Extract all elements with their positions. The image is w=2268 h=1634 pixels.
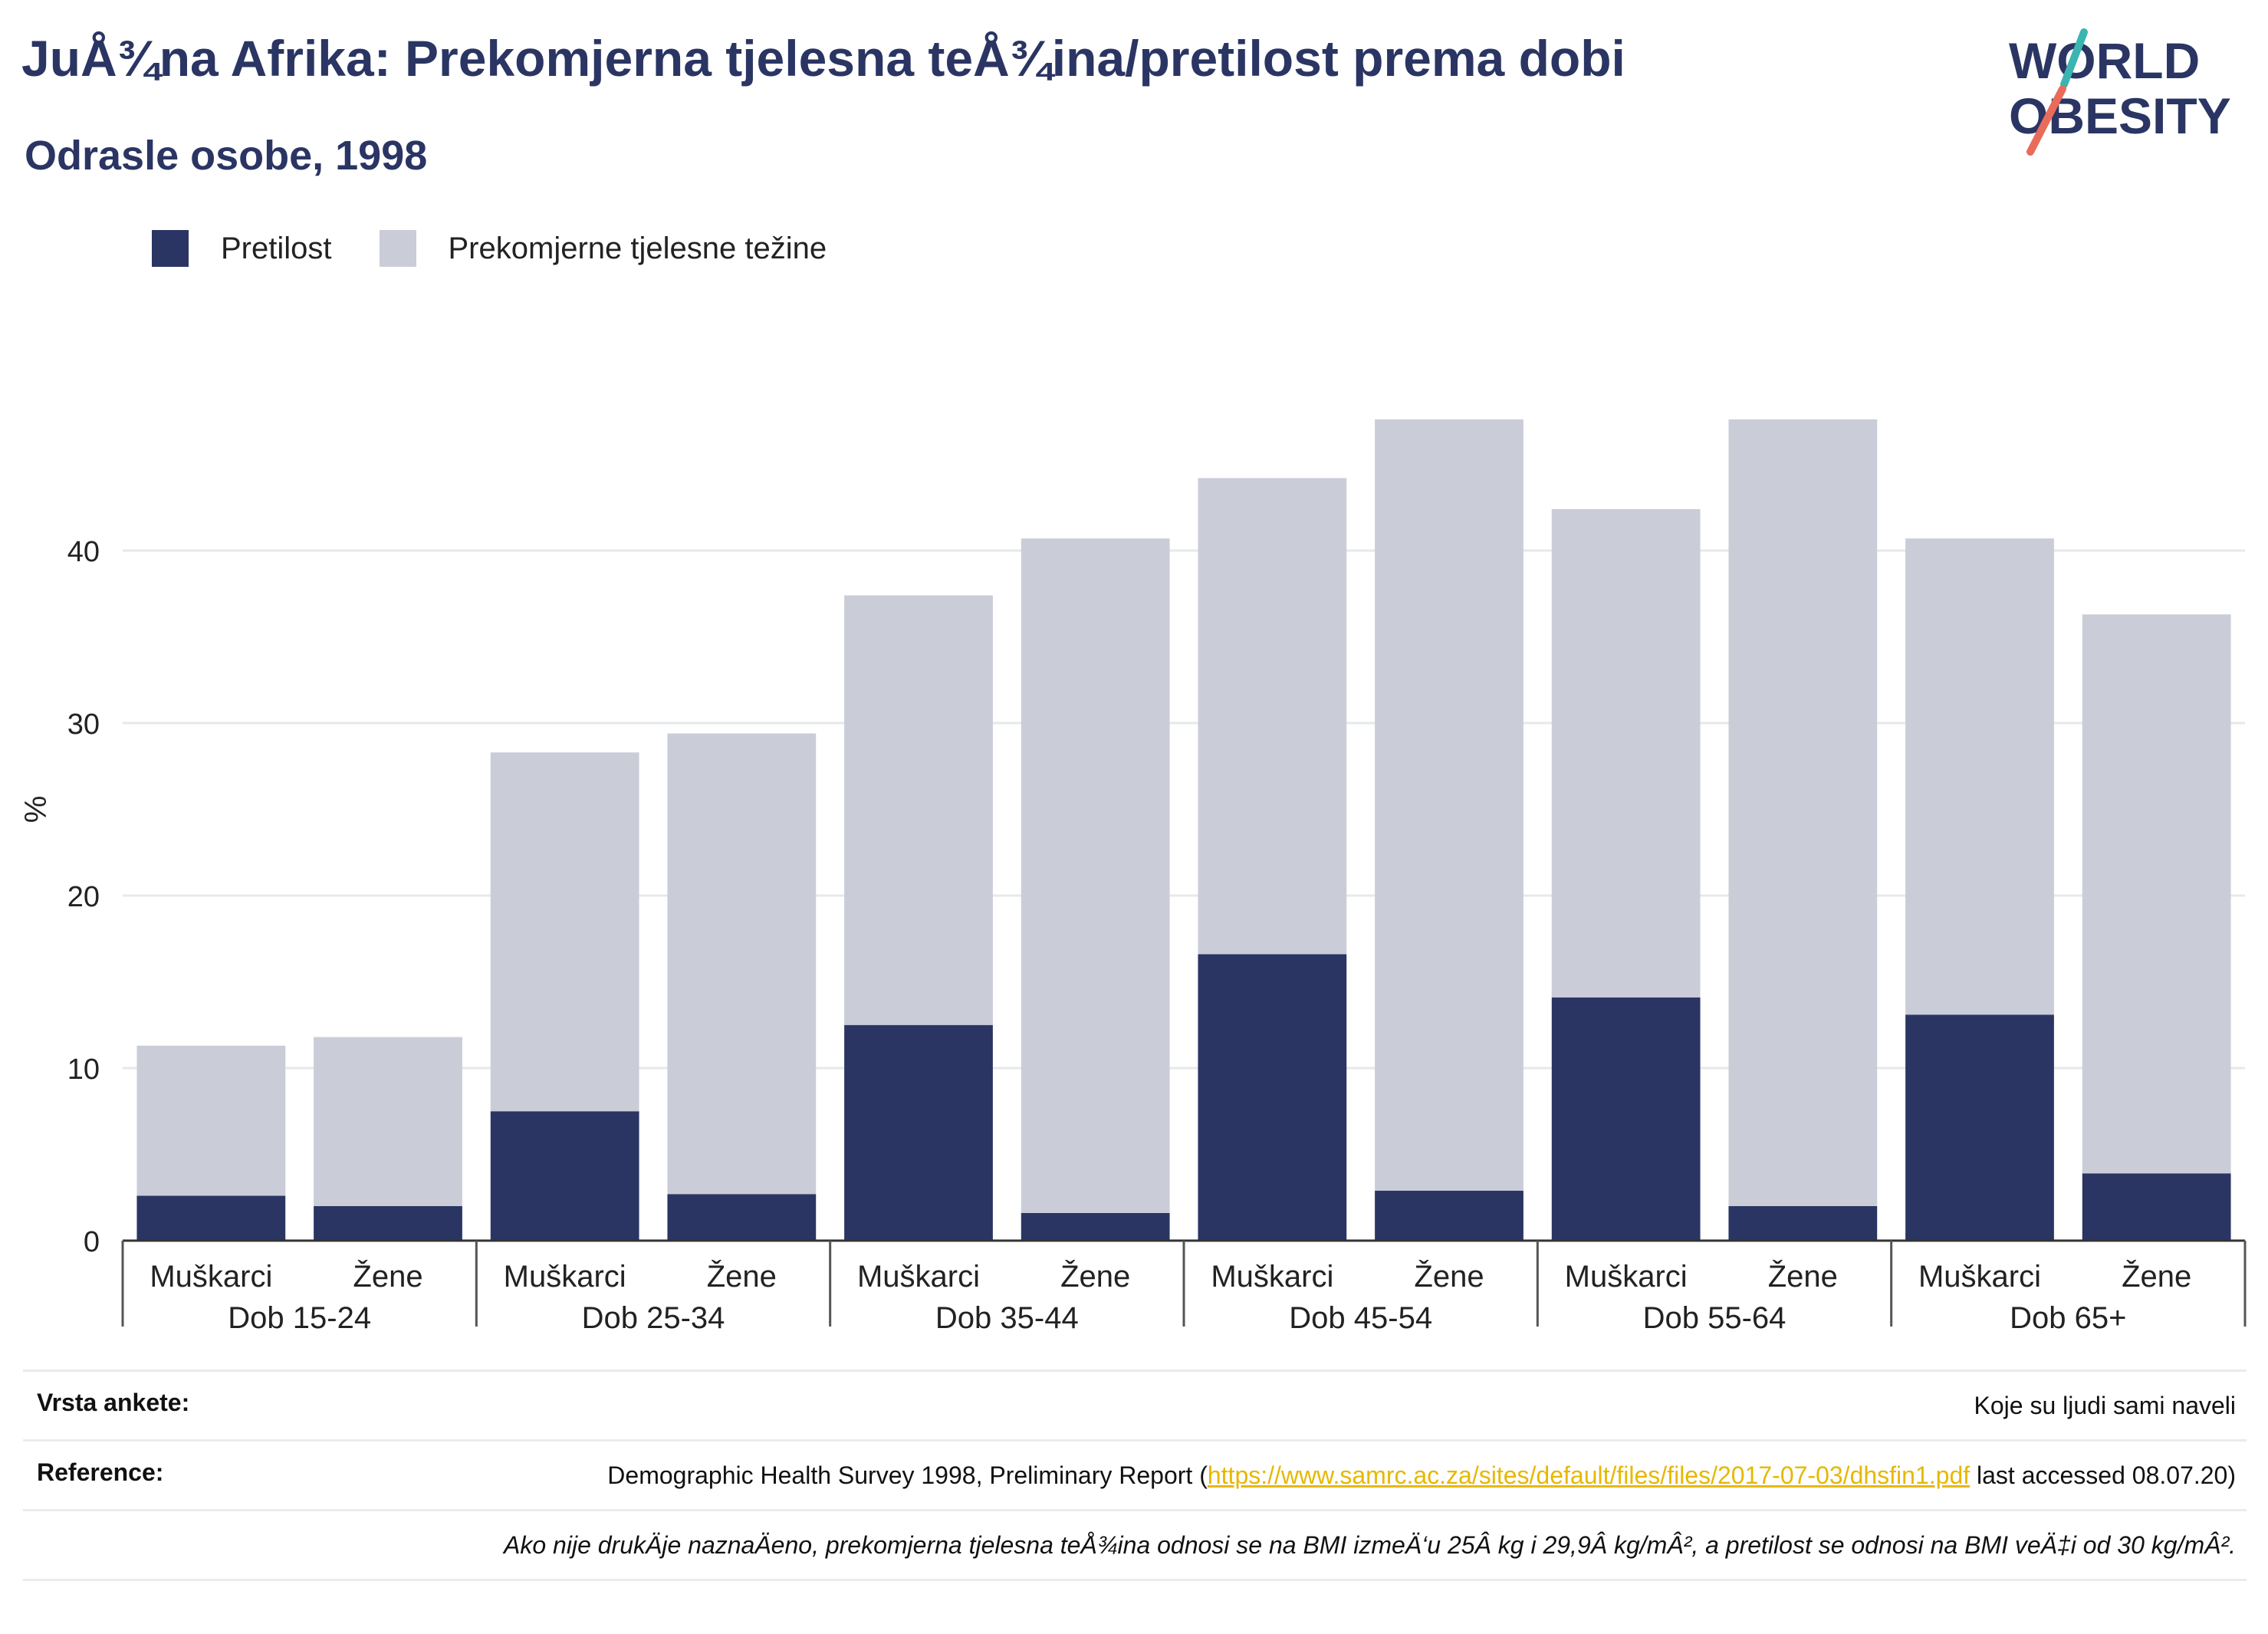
bar-obesity	[1728, 1206, 1878, 1241]
bar-overweight	[314, 1037, 462, 1206]
bar-overweight	[136, 1045, 286, 1196]
x-group-label: Dob 15-24	[228, 1301, 371, 1334]
x-subcategory-label: Muškarci	[1918, 1260, 2041, 1294]
x-subcategory-label: Muškarci	[857, 1260, 980, 1294]
x-subcategory-label: Žene	[707, 1259, 777, 1294]
bar-obesity	[490, 1111, 639, 1241]
logo-text-world: WORLD	[2009, 32, 2200, 89]
y-tick-label: 30	[67, 709, 100, 741]
x-subcategory-label: Muškarci	[1565, 1260, 1688, 1294]
reference-row: Reference: Demographic Health Survey 199…	[23, 1439, 2247, 1509]
bar-obesity	[667, 1194, 817, 1241]
bar-chart: 0 10 20 30 40% Muškarci Žene Dob 15-24 Muškarci Ž…	[19, 419, 2247, 1334]
survey-type-value: Koje su ljudi sami naveli	[1974, 1392, 2237, 1419]
x-subcategory-label: Muškarci	[150, 1260, 272, 1294]
chart-footer: Vrsta ankete: Koje su ljudi sami naveli …	[23, 1369, 2247, 1581]
bar-obesity	[1905, 1014, 2054, 1241]
bar-overweight	[1905, 538, 2054, 1015]
x-group-label: Dob 65+	[2010, 1301, 2126, 1334]
chart-title: JuÅ¾na Afrika: Prekomjerna tjelesna teÅ¾…	[21, 30, 1625, 87]
legend-swatch-overweight	[379, 230, 416, 267]
definition-note: Ako nije drukÄje naznaÄeno, prekomjerna …	[504, 1531, 2236, 1559]
reference-value: Demographic Health Survey 1998, Prelimin…	[313, 1458, 2236, 1492]
legend-swatch-obesity	[152, 230, 189, 267]
x-subcategory-label: Žene	[1060, 1259, 1130, 1294]
bar-obesity	[314, 1206, 462, 1241]
reference-label: Reference:	[37, 1458, 164, 1486]
y-axis-label: %	[19, 796, 53, 824]
legend: Pretilost Prekomjerne tjelesne težine	[152, 227, 874, 270]
bar-obesity	[136, 1195, 286, 1241]
x-group-label: Dob 45-54	[1289, 1301, 1432, 1334]
legend-item-overweight[interactable]: Prekomjerne tjelesne težine	[379, 230, 827, 267]
reference-suffix: last accessed 08.07.20)	[1970, 1461, 2236, 1489]
logo-slash-teal	[2060, 28, 2088, 88]
x-subcategory-label: Žene	[2122, 1259, 2191, 1294]
bar-overweight	[844, 595, 993, 1025]
bar-obesity	[1375, 1190, 1524, 1241]
note-row: Ako nije drukÄje naznaÄeno, prekomjerna …	[23, 1509, 2247, 1581]
x-subcategory-label: Muškarci	[504, 1260, 626, 1294]
bar-overweight	[490, 752, 639, 1112]
x-subcategory-label: Žene	[1768, 1259, 1838, 1294]
x-group-label: Dob 25-34	[582, 1301, 725, 1334]
bar-obesity	[1198, 954, 1347, 1241]
bar-overweight	[1198, 478, 1347, 955]
world-obesity-logo: WORLD OBESITY	[2009, 28, 2231, 156]
chart-subtitle: Odrasle osobe, 1998	[25, 133, 428, 179]
x-subcategory-label: Muškarci	[1211, 1260, 1333, 1294]
y-tick-label: 20	[67, 881, 100, 913]
reference-link[interactable]: https://www.samrc.ac.za/sites/default/fi…	[1207, 1461, 1971, 1489]
bar-overweight	[1551, 509, 1701, 998]
bar-obesity	[1551, 997, 1701, 1241]
x-group-label: Dob 55-64	[1643, 1301, 1786, 1334]
x-subcategory-label: Žene	[1414, 1259, 1484, 1294]
legend-item-obesity[interactable]: Pretilost	[152, 230, 332, 267]
legend-label-obesity: Pretilost	[221, 231, 332, 265]
y-tick-label: 40	[67, 536, 100, 568]
x-group-label: Dob 35-44	[935, 1301, 1079, 1334]
y-tick-label: 0	[84, 1226, 100, 1258]
bar-obesity	[844, 1024, 993, 1241]
survey-type-row: Vrsta ankete: Koje su ljudi sami naveli	[23, 1369, 2247, 1439]
logo-slash-coral	[2026, 85, 2066, 156]
bar-overweight	[1021, 538, 1170, 1213]
survey-type-label: Vrsta ankete:	[37, 1389, 190, 1416]
reference-prefix: Demographic Health Survey 1998, Prelimin…	[607, 1461, 1208, 1489]
bar-overweight	[1375, 419, 1524, 1191]
bar-overweight	[1728, 419, 1878, 1206]
bar-overweight	[2082, 614, 2231, 1174]
y-tick-label: 10	[67, 1054, 100, 1086]
x-subcategory-label: Žene	[353, 1259, 422, 1294]
legend-label-overweight: Prekomjerne tjelesne težine	[448, 231, 827, 265]
bar-obesity	[2082, 1173, 2231, 1241]
bar-overweight	[667, 733, 817, 1195]
bar-obesity	[1021, 1213, 1170, 1241]
